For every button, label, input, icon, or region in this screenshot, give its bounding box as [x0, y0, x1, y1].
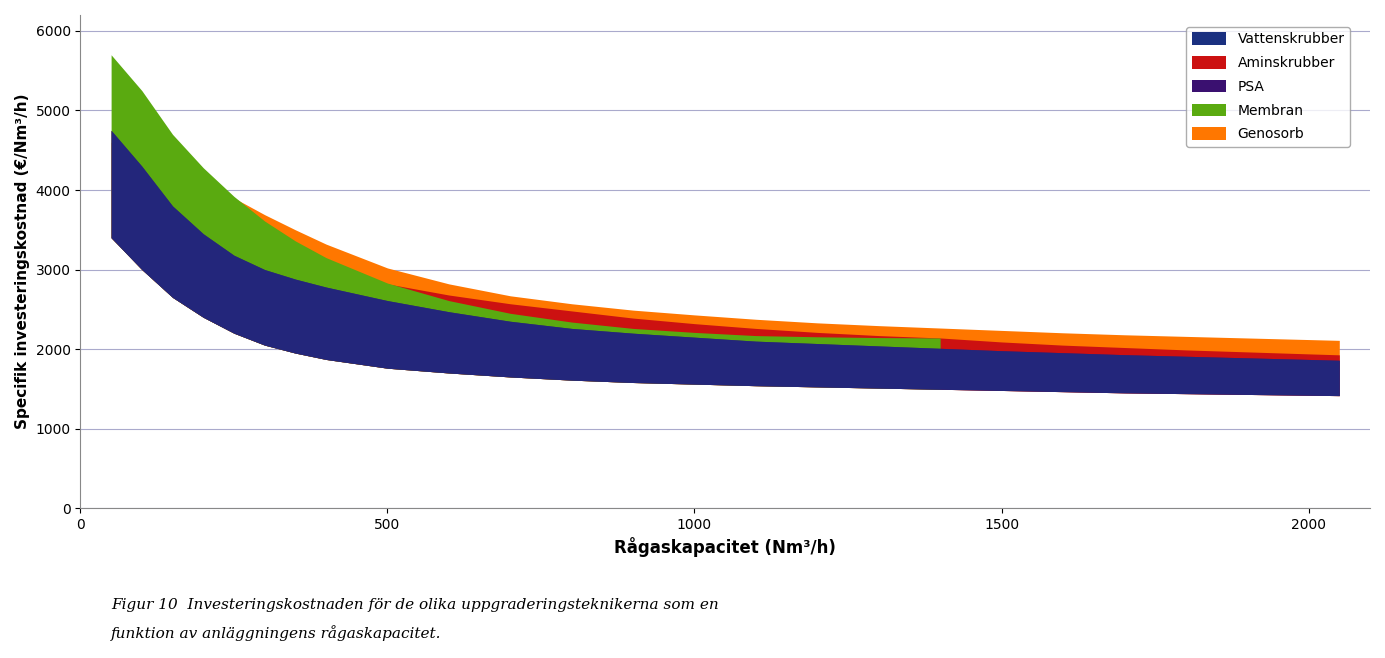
Y-axis label: Specifik investeringskostnad (€/Nm³/h): Specifik investeringskostnad (€/Nm³/h) — [15, 94, 30, 430]
X-axis label: Rågaskapacitet (Nm³/h): Rågaskapacitet (Nm³/h) — [615, 538, 837, 557]
Text: funktion av anläggningens rågaskapacitet.: funktion av anläggningens rågaskapacitet… — [111, 625, 442, 642]
Legend: Vattenskrubber, Aminskrubber, PSA, Membran, Genosorb: Vattenskrubber, Aminskrubber, PSA, Membr… — [1186, 27, 1350, 147]
Text: Figur 10  Investeringskostnaden för de olika uppgraderingsteknikerna som en: Figur 10 Investeringskostnaden för de ol… — [111, 597, 719, 612]
